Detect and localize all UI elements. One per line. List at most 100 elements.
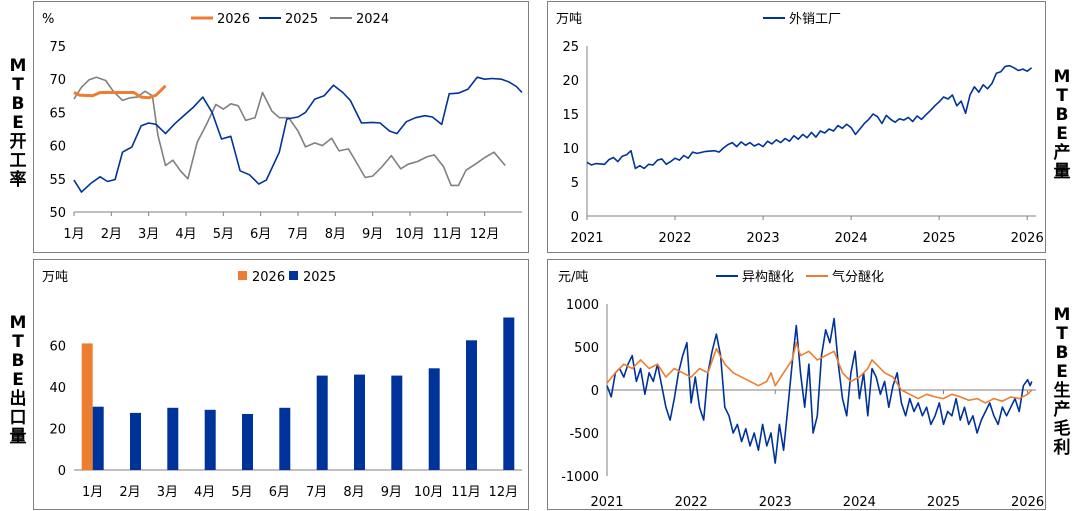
series-line-2026 — [73, 84, 167, 100]
chart-export: 万吨 0 20 40 60 2026 2025 1月 2月 3月 4月 5月 6月 7月 8月 9月 10月 11… — [42, 270, 522, 500]
y-tick-label: 500 — [574, 341, 599, 356]
side-label-char: T — [12, 331, 24, 352]
x-tick-label: 9月 — [362, 227, 383, 242]
y-tick-label: 0 — [58, 464, 66, 479]
x-tick-label: 5月 — [213, 227, 234, 242]
x-tick-label: 2026 — [1011, 231, 1044, 246]
bar-2025-11月 — [466, 340, 477, 470]
side-label-char: B — [1055, 105, 1069, 125]
y-tick-label: 25 — [562, 40, 579, 55]
y-tick-label: -1000 — [561, 470, 599, 485]
y-tick-label: 20 — [562, 74, 579, 89]
bar-2025-1月 — [92, 406, 104, 470]
x-tick-label: 2025 — [923, 231, 956, 246]
chart-panel-margin: 元/吨 -1000 -500 0 500 1000 异构醚化 气分醚化 2021 2022 2023… — [547, 259, 1046, 510]
x-tick-label: 9月 — [381, 485, 402, 500]
y-tick-label: -500 — [569, 427, 599, 442]
side-label-char: M — [9, 312, 27, 333]
x-tick-label: 2022 — [675, 495, 708, 510]
x-tick-label: 8月 — [325, 227, 346, 242]
x-tick-label: 2023 — [759, 495, 792, 510]
y-tick-label: 55 — [49, 173, 66, 188]
y-tick-label: 20 — [49, 423, 66, 438]
bar-2025-4月 — [204, 409, 216, 470]
y-tick-label: 1000 — [566, 298, 599, 313]
chart-rate: % 50 55 60 65 70 75 2026 2025 2024 1月 2月 3月 4月 5月 6月 7月 8… — [42, 12, 523, 242]
x-tick-label: 3月 — [157, 485, 178, 500]
y-tick-label: 10 — [562, 142, 579, 157]
y-tick-label: 5 — [571, 176, 579, 191]
side-label-char: M — [9, 55, 27, 76]
y-tick-label: 40 — [49, 381, 66, 396]
x-tick-label: 2025 — [927, 495, 960, 510]
bar-2025-6月 — [279, 407, 291, 471]
side-label-char: E — [1056, 362, 1068, 382]
side-label-char: 生 — [1053, 381, 1071, 401]
x-tick-label: 2024 — [843, 495, 876, 510]
x-tick-label: 6月 — [269, 485, 290, 500]
y-tick-label: 50 — [49, 206, 66, 221]
series-line-2025 — [73, 76, 523, 193]
axis-unit-label: 万吨 — [556, 12, 582, 27]
side-label-char: 利 — [1053, 438, 1071, 458]
side-label-char: 率 — [9, 169, 27, 190]
series-line-气分醚化 — [606, 341, 1033, 404]
series-line-异构醚化 — [606, 317, 1033, 464]
legend-label: 2024 — [356, 12, 389, 27]
y-tick-label: 0 — [591, 384, 599, 399]
legend-label: 2026 — [217, 12, 250, 27]
side-label-char: 量 — [1053, 162, 1071, 182]
x-tick-label: 8月 — [343, 485, 364, 500]
chart-margin: 元/吨 -1000 -500 0 500 1000 异构醚化 气分醚化 2021 2022 2023… — [558, 269, 1044, 510]
x-tick-label: 12月 — [470, 227, 500, 242]
axis-unit-label: % — [42, 12, 54, 27]
x-tick-label: 7月 — [287, 227, 308, 242]
y-tick-label: 15 — [562, 108, 579, 123]
x-tick-label: 2021 — [570, 231, 603, 246]
x-tick-label: 12月 — [489, 485, 519, 500]
x-tick-label: 5月 — [231, 485, 252, 500]
x-tick-label: 2月 — [119, 485, 140, 500]
side-label-char: E — [12, 369, 24, 390]
x-tick-label: 1月 — [63, 227, 84, 242]
side-label-char: 工 — [9, 150, 27, 171]
side-label-char: 量 — [9, 426, 27, 447]
side-label-char: 开 — [9, 131, 27, 152]
legend-label: 2026 — [252, 270, 285, 285]
bar-2025-3月 — [167, 407, 179, 471]
x-tick-label: 2021 — [590, 495, 623, 510]
bar-2025-10月 — [428, 368, 440, 470]
x-tick-label: 10月 — [414, 485, 444, 500]
side-label-char: 产 — [1053, 400, 1071, 420]
side-label-char: M — [1053, 305, 1071, 325]
side-label-char: E — [12, 112, 24, 133]
legend-label: 气分醚化 — [832, 269, 884, 285]
bar-2025-7月 — [316, 375, 328, 470]
y-tick-label: 0 — [571, 210, 579, 225]
x-tick-label: 4月 — [175, 227, 196, 242]
x-tick-label: 11月 — [433, 227, 463, 242]
y-tick-label: 70 — [49, 73, 66, 88]
legend-label: 异构醚化 — [742, 270, 794, 285]
series-line-外销工厂 — [586, 64, 1033, 170]
side-label-char: 产 — [1053, 143, 1071, 163]
bar-2025-8月 — [354, 374, 365, 470]
x-tick-label: 1月 — [82, 485, 103, 500]
series-line-2024 — [73, 76, 506, 187]
y-tick-label: 60 — [49, 140, 66, 155]
legend-swatch — [238, 271, 247, 280]
chart-panel-output: 万吨 0 5 10 15 20 25 外销工厂 2021 2022 2023 2024 2025 2026 — [547, 1, 1046, 253]
axis-unit-label: 万吨 — [42, 270, 68, 285]
side-label-char: B — [11, 350, 25, 371]
bar-2025-2月 — [130, 412, 141, 470]
x-tick-label: 6月 — [250, 227, 271, 242]
x-tick-label: 7月 — [306, 485, 327, 500]
y-tick-label: 60 — [49, 340, 66, 355]
x-tick-label: 10月 — [395, 227, 425, 242]
bar-2025-5月 — [242, 414, 253, 470]
x-tick-label: 4月 — [194, 485, 215, 500]
x-tick-label: 2024 — [835, 231, 868, 246]
